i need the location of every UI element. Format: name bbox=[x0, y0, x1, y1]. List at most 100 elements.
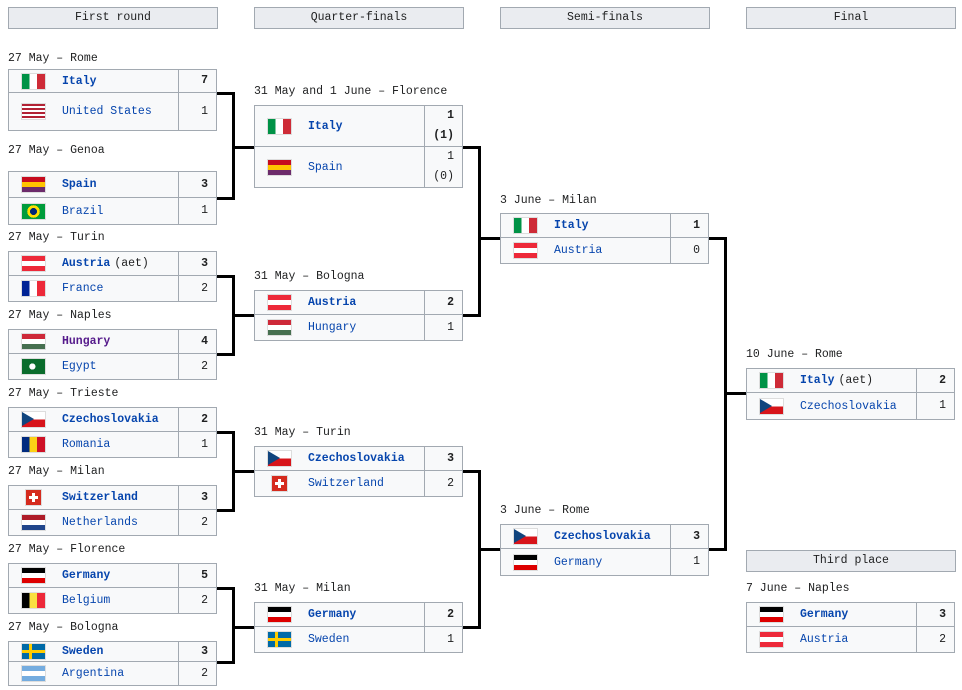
team-link[interactable]: Brazil bbox=[62, 204, 104, 218]
flag-belgium-icon[interactable] bbox=[22, 593, 45, 608]
flag-netherlands-icon[interactable] bbox=[22, 515, 45, 530]
score-cell: 3 bbox=[916, 602, 955, 627]
flag-italy-icon[interactable] bbox=[22, 73, 45, 89]
flag-egypt-icon[interactable] bbox=[22, 359, 45, 374]
bracket-connector bbox=[217, 197, 234, 200]
flag-italy-icon[interactable] bbox=[760, 373, 783, 388]
team-link[interactable]: Switzerland bbox=[308, 477, 384, 490]
team-cell: Germany bbox=[8, 563, 178, 588]
team-link[interactable]: Sweden bbox=[308, 633, 350, 646]
team-cell: Italy (aet) bbox=[746, 368, 916, 393]
team-link[interactable]: Italy bbox=[308, 119, 343, 133]
team-link[interactable]: Italy bbox=[800, 374, 835, 387]
team-link[interactable]: Belgium bbox=[62, 594, 111, 607]
flag-hungary-icon[interactable] bbox=[268, 320, 291, 335]
team-row: Austria 2 bbox=[746, 627, 955, 653]
team-link[interactable]: Germany bbox=[308, 608, 357, 621]
team-row: Austria (aet) 3 bbox=[8, 251, 217, 276]
team-link[interactable]: Argentina bbox=[62, 667, 125, 680]
flag-switzerland-icon[interactable] bbox=[272, 476, 287, 491]
flag-sweden-icon[interactable] bbox=[268, 632, 291, 647]
flag-usa-icon[interactable] bbox=[22, 104, 45, 119]
match-date: 27 May – Rome bbox=[8, 52, 98, 65]
team-link[interactable]: United States bbox=[62, 105, 152, 118]
team-cell: Sweden bbox=[8, 641, 178, 662]
flag-france-icon[interactable] bbox=[22, 281, 45, 296]
team-link[interactable]: Netherlands bbox=[62, 516, 138, 529]
flag-austria-icon[interactable] bbox=[268, 295, 291, 310]
flag-italy-icon[interactable] bbox=[514, 218, 537, 233]
flag-austria-icon[interactable] bbox=[514, 243, 537, 258]
flag-romania-icon[interactable] bbox=[22, 437, 45, 452]
flag-sweden-icon[interactable] bbox=[22, 644, 45, 659]
match-date: 31 May and 1 June – Florence bbox=[254, 85, 448, 98]
team-link[interactable]: Hungary bbox=[308, 321, 357, 334]
score-cell: 3 bbox=[178, 251, 217, 276]
team-link[interactable]: Austria bbox=[308, 296, 357, 309]
score-cell: 1 bbox=[916, 393, 955, 420]
team-link[interactable]: Italy bbox=[554, 219, 589, 232]
bracket-connector bbox=[463, 470, 480, 473]
team-link[interactable]: Germany bbox=[800, 608, 849, 621]
score-cell: 1 bbox=[178, 93, 217, 131]
team-row: Egypt 2 bbox=[8, 354, 217, 380]
team-link[interactable]: Hungary bbox=[62, 335, 111, 348]
team-link[interactable]: Czechoslovakia bbox=[308, 452, 405, 465]
team-cell: Brazil bbox=[8, 198, 178, 225]
bracket-connector bbox=[478, 146, 481, 317]
team-link[interactable]: Austria bbox=[554, 244, 603, 257]
score-cell: 2 bbox=[178, 588, 217, 614]
match-date: 27 May – Bologna bbox=[8, 621, 119, 634]
flag-argentina-icon[interactable] bbox=[22, 666, 45, 681]
flag-germany-icon[interactable] bbox=[514, 554, 537, 570]
flag-brazil-icon[interactable] bbox=[22, 203, 45, 219]
team-link[interactable]: Czechoslovakia bbox=[800, 399, 897, 413]
score: 2 bbox=[447, 607, 454, 621]
score-cell: 1 bbox=[670, 549, 709, 576]
flag-spain-icon[interactable] bbox=[268, 159, 291, 175]
flag-switzerland-icon[interactable] bbox=[26, 490, 41, 505]
flag-czech-icon[interactable] bbox=[514, 529, 537, 544]
team-link[interactable]: Austria bbox=[800, 633, 849, 646]
team-cell: Belgium bbox=[8, 588, 178, 614]
score-cell: 5 bbox=[178, 563, 217, 588]
bracket-connector bbox=[709, 237, 726, 240]
bracket-connector bbox=[478, 548, 500, 551]
team-link[interactable]: Czechoslovakia bbox=[62, 413, 159, 426]
third-place-header: Third place bbox=[746, 550, 956, 572]
score: 1 bbox=[939, 399, 946, 412]
team-link[interactable]: Italy bbox=[62, 74, 97, 88]
team-link[interactable]: France bbox=[62, 282, 104, 295]
team-link[interactable]: Egypt bbox=[62, 360, 97, 373]
team-link[interactable]: Czechoslovakia bbox=[554, 530, 651, 543]
flag-hungary-icon[interactable] bbox=[22, 334, 45, 349]
team-link[interactable]: Spain bbox=[62, 178, 97, 191]
flag-germany-icon[interactable] bbox=[760, 607, 783, 622]
flag-czech-icon[interactable] bbox=[22, 412, 45, 427]
team-link[interactable]: Switzerland bbox=[62, 491, 138, 504]
flag-germany-icon[interactable] bbox=[268, 607, 291, 622]
score-cell: 3 bbox=[178, 641, 217, 662]
flag-spain-icon[interactable] bbox=[22, 177, 45, 192]
flag-czech-icon[interactable] bbox=[268, 451, 291, 466]
score: 1 bbox=[201, 437, 208, 451]
team-cell: Hungary bbox=[254, 315, 424, 341]
team-link[interactable]: Romania bbox=[62, 438, 111, 451]
flag-austria-icon[interactable] bbox=[22, 256, 45, 271]
flag-italy-icon[interactable] bbox=[268, 118, 291, 134]
round-header-quarter-finals: Quarter-finals bbox=[254, 7, 464, 29]
score: 7 bbox=[201, 74, 208, 87]
team-link[interactable]: Sweden bbox=[62, 645, 104, 658]
score-cell: 3 bbox=[424, 446, 463, 471]
team-link[interactable]: Austria bbox=[62, 257, 111, 270]
flag-czech-icon[interactable] bbox=[760, 398, 783, 414]
team-cell: Italy bbox=[8, 69, 178, 93]
score-cell: 3 bbox=[670, 524, 709, 549]
team-row: Argentina 2 bbox=[8, 662, 217, 686]
team-link[interactable]: Spain bbox=[308, 160, 343, 174]
team-link[interactable]: Germany bbox=[62, 569, 111, 582]
team-link[interactable]: Germany bbox=[554, 555, 603, 569]
flag-austria-icon[interactable] bbox=[760, 632, 783, 647]
score: 2 bbox=[201, 359, 208, 373]
flag-germany-icon[interactable] bbox=[22, 568, 45, 583]
